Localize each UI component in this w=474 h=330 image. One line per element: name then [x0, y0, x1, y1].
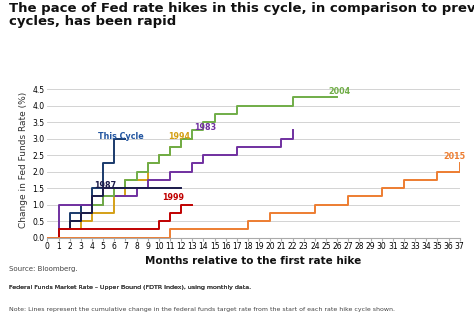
Text: Source: Bloomberg.: Source: Bloomberg.: [9, 266, 78, 272]
Text: Federal Funds Market Rate – Upper Bound (FDTR Index), using monthly data.: Federal Funds Market Rate – Upper Bound …: [9, 285, 254, 290]
X-axis label: Months relative to the first rate hike: Months relative to the first rate hike: [146, 256, 362, 266]
Text: Note: Lines represent the cumulative change in the federal funds target rate fro: Note: Lines represent the cumulative cha…: [9, 307, 395, 312]
Text: 1994: 1994: [168, 132, 190, 141]
Text: The pace of Fed rate hikes in this cycle, in comparison to previous: The pace of Fed rate hikes in this cycle…: [9, 2, 474, 15]
Text: 1987: 1987: [94, 181, 116, 190]
Y-axis label: Change in Fed Funds Rate (%): Change in Fed Funds Rate (%): [19, 92, 28, 228]
Text: cycles, has been rapid: cycles, has been rapid: [9, 15, 177, 28]
Text: This Cycle: This Cycle: [98, 132, 143, 141]
Text: 1999: 1999: [162, 193, 184, 202]
Text: 1983: 1983: [194, 123, 217, 132]
Text: 2015: 2015: [443, 152, 465, 161]
Text: Federal Funds Market Rate – Upper Bound (FDTR Index), using monthly data.: Federal Funds Market Rate – Upper Bound …: [9, 285, 254, 290]
Text: 2004: 2004: [328, 87, 350, 96]
Text: Federal Funds Market Rate – Upper Bound (FDTR Index), using monthly data.: Federal Funds Market Rate – Upper Bound …: [9, 285, 254, 290]
